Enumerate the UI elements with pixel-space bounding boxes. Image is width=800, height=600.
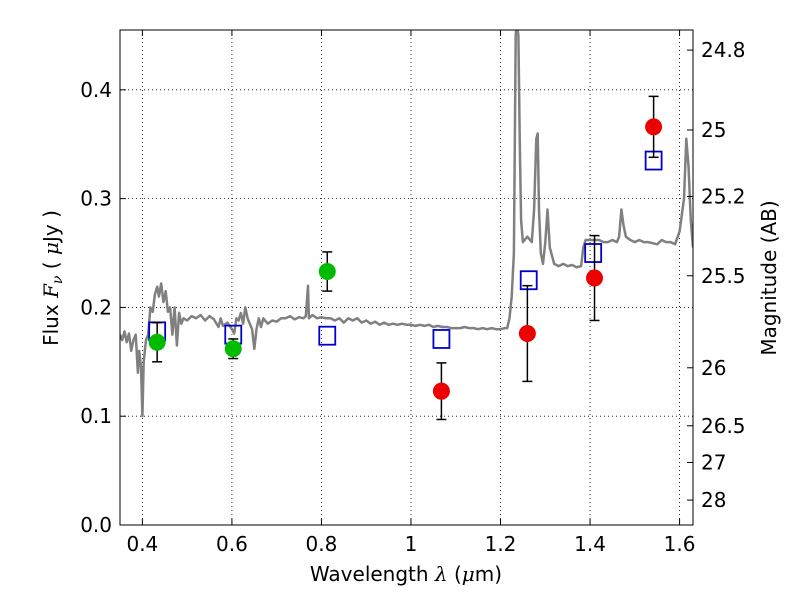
- plot-area: [120, 30, 693, 421]
- model-spectrum-line: [120, 30, 693, 418]
- observed-point: [586, 269, 604, 287]
- y-tick-label: 0.0: [80, 513, 112, 537]
- x-tick-label: 0.8: [306, 532, 338, 556]
- x-tick-label: 0.4: [126, 532, 158, 556]
- observed-point: [148, 333, 166, 351]
- y2-tick-label: 28: [701, 488, 726, 512]
- y2-tick-label: 26.5: [701, 414, 746, 438]
- x-tick-label: 1.2: [485, 532, 517, 556]
- x-tick-label: 1: [405, 532, 418, 556]
- y2-axis-label: Magnitude (AB): [757, 200, 781, 355]
- observed-point: [318, 263, 336, 281]
- y2-tick-label: 25.5: [701, 264, 746, 288]
- observed-point: [224, 340, 242, 358]
- model-photometry-square: [519, 270, 538, 291]
- y2-tick-label: 25.2: [701, 184, 746, 208]
- y-tick-label: 0.3: [80, 187, 112, 211]
- y2-tick-label: 25: [701, 118, 726, 142]
- x-tick-label: 1.6: [664, 532, 696, 556]
- model-spectrum-layer: [120, 30, 693, 418]
- plot-frame: [119, 29, 694, 526]
- y2-tick-label: 26: [701, 356, 726, 380]
- x-tick-label: 0.6: [216, 532, 248, 556]
- y-tick-label: 0.4: [80, 78, 112, 102]
- x-tick-label: 1.4: [574, 532, 606, 556]
- y2-tick-label: 27: [701, 450, 726, 474]
- observed-point: [645, 118, 663, 136]
- y-tick-label: 0.2: [80, 295, 112, 319]
- observed-point: [432, 382, 450, 400]
- x-axis-label: Wavelength λ (μm): [310, 562, 502, 586]
- model-photometry-square: [318, 325, 337, 346]
- grid: [120, 30, 693, 526]
- model-photometry-square: [432, 329, 451, 349]
- model-photometry-square: [584, 243, 603, 263]
- y2-tick-label: 24.8: [701, 38, 746, 62]
- markers-layer: [148, 95, 663, 421]
- y-tick-label: 0.1: [80, 404, 112, 428]
- observed-point: [518, 325, 536, 343]
- ticks: 0.4 0.6 0.8 1 1.2 1.4 1.6 0.0 0.1 0.2 0.3 0.4 24.8 25…: [80, 30, 746, 556]
